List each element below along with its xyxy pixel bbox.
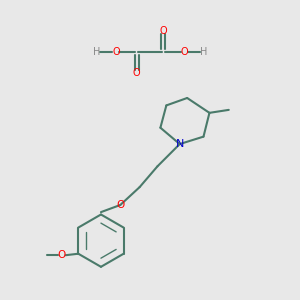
Text: H: H bbox=[93, 47, 100, 57]
Text: O: O bbox=[133, 68, 140, 78]
Text: O: O bbox=[180, 47, 188, 57]
Text: H: H bbox=[200, 47, 207, 57]
Text: N: N bbox=[176, 139, 184, 149]
Text: O: O bbox=[112, 47, 120, 57]
Text: O: O bbox=[116, 200, 124, 210]
Text: O: O bbox=[160, 26, 167, 35]
Text: O: O bbox=[58, 250, 66, 260]
